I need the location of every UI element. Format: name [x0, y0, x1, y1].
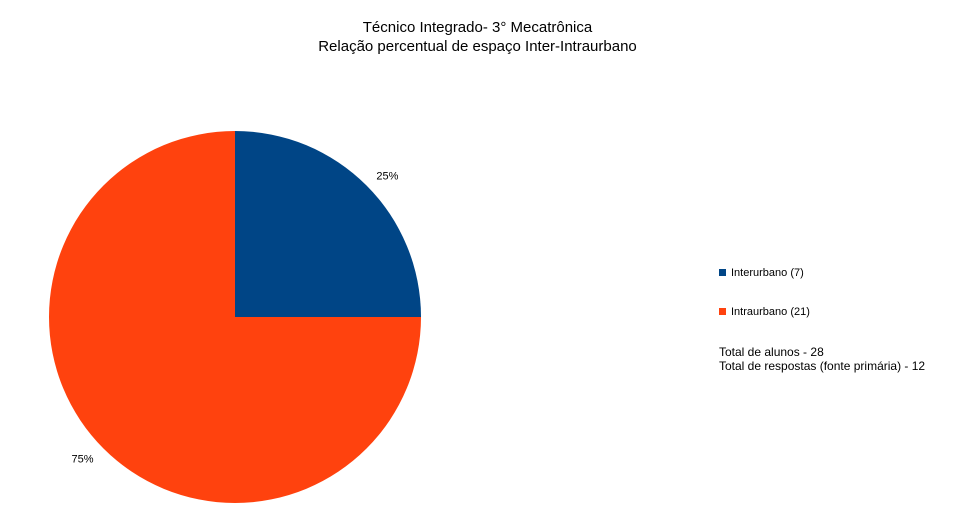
legend-label-interurbano: Interurbano (7)	[731, 267, 804, 279]
legend-swatch-interurbano	[719, 268, 726, 276]
pie-label-interurbano: 25%	[376, 171, 398, 183]
pie-slice-intraurbano	[49, 131, 421, 503]
chart-title: Técnico Integrado- 3° Mecatrônica	[362, 19, 593, 36]
chart-subtitle: Relação percentual de espaço Inter-Intra…	[318, 38, 637, 55]
legend-item-interurbano: Interurbano (7)	[719, 266, 810, 280]
note-total-respostas: Total de respostas (fonte primária) - 12	[719, 359, 926, 373]
legend: Interurbano (7) Intraurbano (21)	[719, 266, 810, 344]
legend-label-intraurbano: Intraurbano (21)	[731, 306, 810, 318]
legend-swatch-intraurbano	[719, 307, 726, 315]
pie-label-intraurbano: 75%	[72, 453, 94, 465]
legend-item-intraurbano: Intraurbano (21)	[719, 305, 810, 319]
note-total-alunos: Total de alunos - 28	[719, 345, 824, 359]
chart-title-block: Técnico Integrado- 3° Mecatrônica Relaçã…	[0, 18, 955, 56]
chart-notes: Total de alunos - 28 Total de respostas …	[719, 345, 925, 373]
pie-slice-interurbano	[235, 131, 421, 317]
